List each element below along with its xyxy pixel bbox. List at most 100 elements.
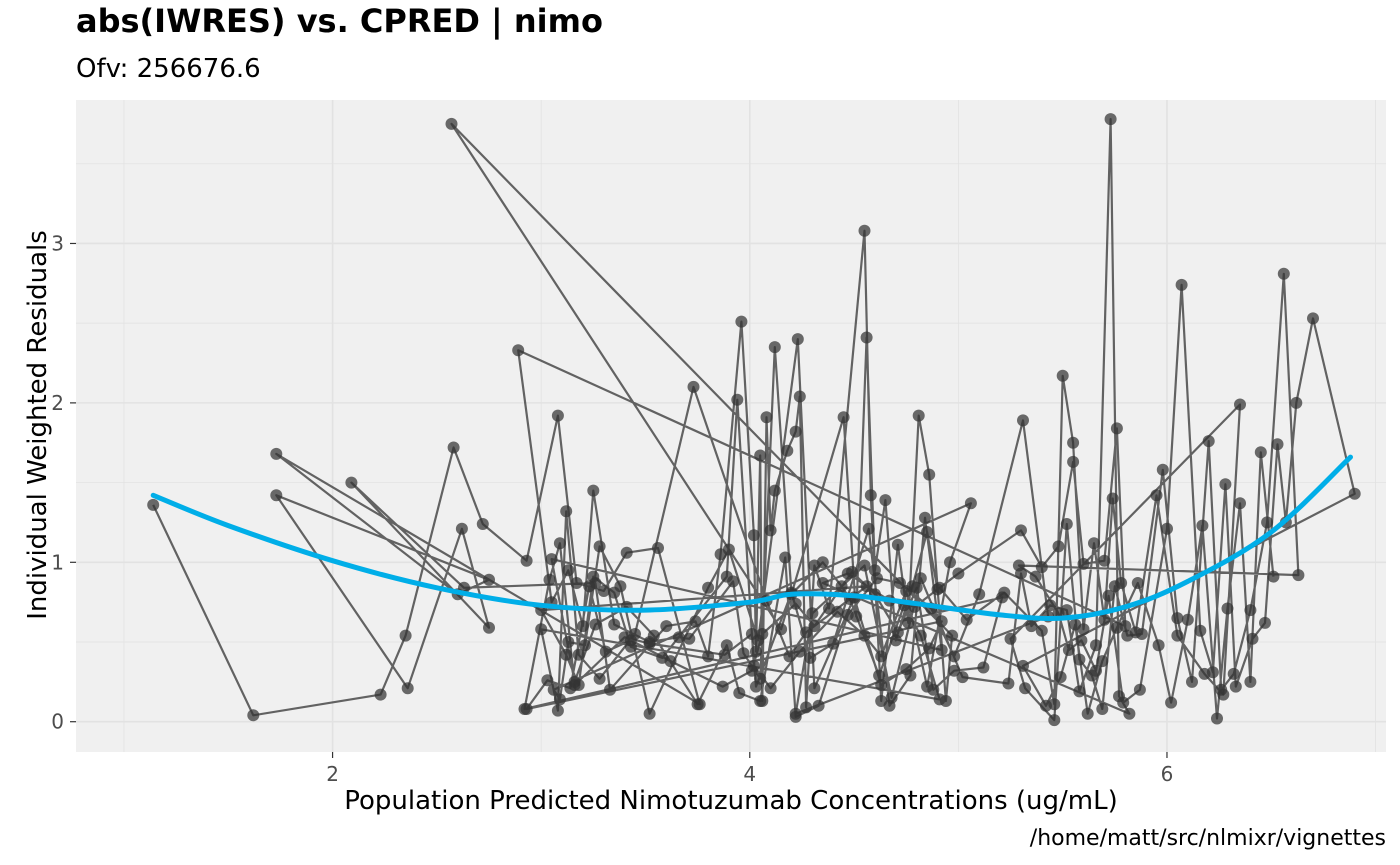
data-point (720, 639, 733, 652)
data-point (1117, 696, 1130, 709)
x-tick-label: 6 (1161, 762, 1174, 786)
data-point (1211, 712, 1223, 725)
data-point (944, 556, 956, 569)
data-point (933, 581, 946, 594)
data-point (570, 577, 583, 589)
data-lines (152, 117, 1356, 722)
data-point (1090, 639, 1102, 652)
data-point (551, 704, 564, 717)
data-point (1019, 682, 1032, 695)
data-point (1246, 632, 1259, 645)
data-point (816, 577, 829, 589)
data-point (835, 580, 848, 593)
data-point (808, 620, 821, 633)
data-point (923, 468, 936, 481)
data-point (1012, 559, 1025, 572)
data-point (973, 588, 986, 601)
data-point (789, 597, 802, 610)
data-point (1292, 569, 1305, 582)
data-point (689, 615, 702, 628)
data-point (374, 688, 387, 701)
data-point (1234, 497, 1246, 510)
data-point (1056, 369, 1069, 382)
data-point (1060, 518, 1073, 530)
data-point (1090, 664, 1102, 677)
data-point (885, 691, 898, 704)
data-point (547, 683, 560, 696)
data-point (800, 701, 813, 714)
data-point (733, 687, 746, 699)
data-point (873, 669, 886, 682)
data-point (483, 621, 495, 634)
data-point (1277, 267, 1290, 280)
data-point (599, 645, 612, 658)
data-point (1017, 414, 1029, 427)
data-point (754, 449, 767, 462)
data-point (447, 441, 460, 454)
data-point (1025, 620, 1038, 633)
data-point (779, 551, 792, 564)
data-point (1135, 628, 1148, 640)
data-point (775, 623, 788, 636)
data-point (891, 626, 904, 639)
data-point (562, 564, 575, 577)
data-point (722, 543, 735, 556)
data-point (864, 489, 877, 502)
x-tick-label: 2 (326, 762, 339, 786)
data-point (1254, 446, 1267, 459)
data-point (664, 655, 677, 668)
data-point (483, 573, 495, 586)
data-point (764, 682, 777, 695)
data-point (520, 554, 533, 567)
data-point (860, 580, 873, 593)
data-point (812, 699, 825, 712)
data-point (579, 639, 591, 652)
data-point (1271, 438, 1284, 451)
data-point (1152, 639, 1165, 652)
data-point (691, 698, 704, 711)
chart-subtitle: Ofv: 256676.6 (76, 54, 261, 84)
data-point (921, 526, 934, 538)
data-point (1229, 680, 1242, 693)
data-point (768, 484, 781, 497)
data-point (910, 581, 923, 594)
data-point (1215, 683, 1228, 696)
data-point (1017, 659, 1029, 672)
data-point (1202, 435, 1215, 448)
data-point (1186, 675, 1198, 688)
data-point (401, 682, 414, 695)
data-point (904, 669, 917, 682)
data-point (1175, 278, 1188, 291)
data-point (923, 642, 936, 655)
data-point (791, 333, 804, 346)
data-point (1106, 492, 1119, 505)
data-point (1165, 696, 1178, 709)
data-point (1077, 557, 1090, 570)
data-point (1108, 580, 1121, 593)
data-point (804, 651, 817, 664)
data-point (894, 577, 906, 589)
data-point (553, 693, 566, 706)
data-point (576, 620, 589, 633)
data-point (735, 315, 748, 328)
data-point (747, 529, 760, 542)
data-point (781, 444, 794, 457)
data-point (935, 644, 948, 656)
data-point (837, 411, 850, 424)
data-point (754, 695, 767, 707)
data-point (1150, 489, 1163, 502)
data-point (589, 618, 602, 631)
data-point (551, 409, 564, 422)
data-point (875, 679, 888, 691)
data-point (879, 494, 892, 507)
data-point (1267, 570, 1280, 583)
data-point (841, 608, 854, 621)
data-point (956, 671, 969, 684)
data-point (806, 607, 819, 620)
data-point (647, 629, 660, 642)
data-point (731, 393, 744, 406)
data-point (1073, 653, 1086, 666)
data-point (1052, 540, 1065, 553)
data-point (572, 648, 585, 661)
